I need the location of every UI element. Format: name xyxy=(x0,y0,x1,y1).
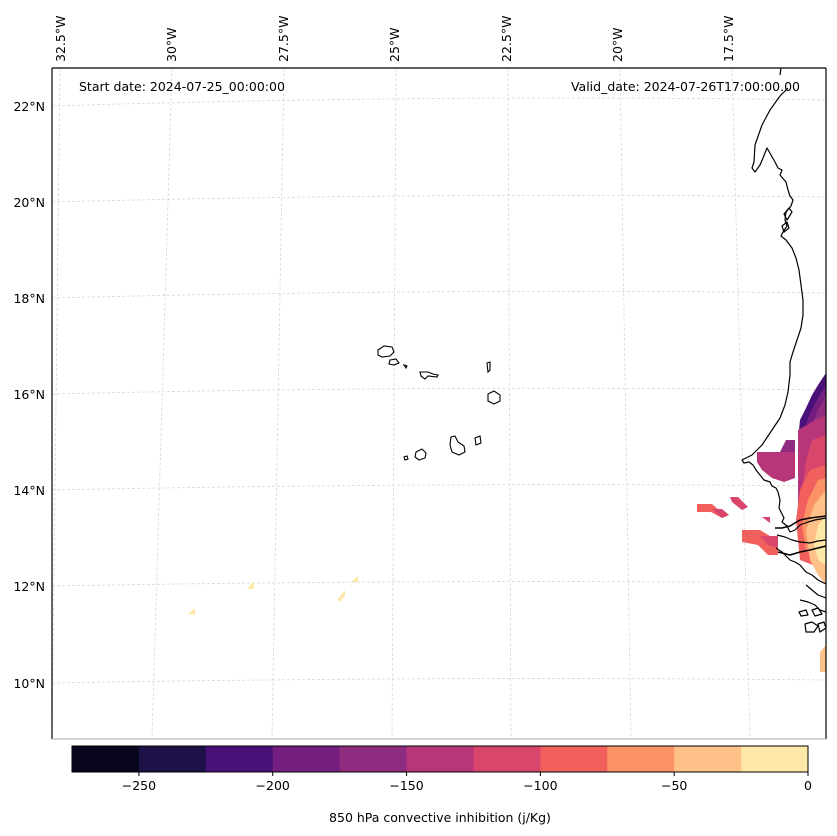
colorbar-segment xyxy=(473,746,541,772)
map-area: Start date: 2024-07-25_00:00:00 Valid_da… xyxy=(52,68,826,739)
lat-gridline xyxy=(52,678,826,684)
lon-gridline xyxy=(619,68,632,739)
colorbar: −250 −200 −150 −100 −50 0 xyxy=(71,745,812,793)
island-santo-antao xyxy=(377,345,395,358)
cin-cell xyxy=(351,576,358,582)
colorbar-frame xyxy=(71,745,809,773)
colorbar-tick-label: −250 xyxy=(122,778,156,793)
colorbar-segment xyxy=(674,746,742,772)
casamance-border xyxy=(777,545,826,556)
colorbar-segment xyxy=(741,746,809,772)
lon-tick-label: 17.5°W xyxy=(721,16,736,62)
lat-tick-labels: 22°N 20°N 18°N 16°N 14°N 12°N 10°N xyxy=(13,99,45,691)
lat-tick-label: 22°N xyxy=(13,99,45,114)
colorbar-tick-label: 0 xyxy=(804,778,812,793)
island-sao-vicente xyxy=(388,358,400,366)
start-date-label: Start date: 2024-07-25_00:00:00 xyxy=(79,79,285,94)
coastlines xyxy=(741,68,826,633)
bijagos-islands xyxy=(798,607,826,633)
cin-region-senegal xyxy=(814,515,826,565)
lon-gridline xyxy=(507,68,512,739)
lat-tick-label: 20°N xyxy=(13,195,45,210)
cin-region-offshore xyxy=(730,497,748,510)
cin-region-offshore xyxy=(712,509,729,518)
cape-verde-islands xyxy=(377,345,501,461)
colorbar-tick-label: −100 xyxy=(523,778,557,793)
cin-region-offshore xyxy=(762,517,770,523)
lon-tick-label: 25°W xyxy=(387,27,402,62)
colorbar-segment xyxy=(339,746,408,772)
colorbar-tick-label: −50 xyxy=(661,778,687,793)
lon-tick-label: 22.5°W xyxy=(499,16,514,62)
colorbar-segment xyxy=(406,746,474,772)
cin-region-bissau xyxy=(820,645,826,672)
valid-date-label: Valid_date: 2024-07-26T17:00:00.00 xyxy=(571,79,800,94)
gridlines xyxy=(52,68,826,739)
lat-tick-label: 16°N xyxy=(13,387,45,402)
island-maio xyxy=(474,435,482,446)
island-sao-nicolau xyxy=(419,371,439,380)
colorbar-segment xyxy=(272,746,341,772)
lat-gridline xyxy=(52,387,826,395)
lat-tick-label: 18°N xyxy=(13,291,45,306)
lon-tick-label: 20°W xyxy=(610,27,625,62)
lat-gridline xyxy=(52,290,826,299)
island-boa-vista xyxy=(487,390,501,405)
lat-gridline xyxy=(52,484,826,491)
lon-gridline xyxy=(52,68,61,739)
cin-region-capvert xyxy=(757,452,795,482)
mauritania-islets xyxy=(781,207,793,233)
lat-gridline xyxy=(52,581,826,587)
lat-gridline xyxy=(52,194,826,203)
cin-cell xyxy=(188,608,195,615)
island-santa-luzia xyxy=(402,363,408,370)
colorbar-segment xyxy=(138,746,207,772)
african-coastline xyxy=(741,68,826,533)
colorbar-segment xyxy=(72,746,140,772)
lon-gridline xyxy=(271,68,285,739)
lon-tick-label: 30°W xyxy=(164,27,179,62)
cin-cell xyxy=(247,581,254,589)
lon-tick-labels: 32.5°W 30°W 27.5°W 25°W 22.5°W 20°W 17.5… xyxy=(53,16,736,62)
lat-tick-label: 10°N xyxy=(13,676,45,691)
colorbar-segment xyxy=(607,746,675,772)
lat-tick-label: 14°N xyxy=(13,483,45,498)
island-fogo xyxy=(414,448,427,461)
lon-gridline xyxy=(151,68,173,739)
island-santiago xyxy=(449,435,466,456)
island-brava xyxy=(403,455,409,461)
cin-region-offshore xyxy=(760,536,778,548)
colorbar-segment xyxy=(540,746,608,772)
lon-tick-label: 32.5°W xyxy=(53,16,68,62)
lat-tick-label: 12°N xyxy=(13,579,45,594)
cin-region-capvert xyxy=(780,440,795,452)
lon-gridline xyxy=(391,68,397,739)
lon-tick-label: 27.5°W xyxy=(276,16,291,62)
senegal-gambia-border xyxy=(775,515,826,529)
colorbar-label: 850 hPa convective inhibition (j/Kg) xyxy=(329,810,551,825)
bissau-coast xyxy=(799,584,826,613)
lon-gridline xyxy=(731,68,751,739)
colorbar-tick-label: −200 xyxy=(256,778,290,793)
colorbar-segment xyxy=(205,746,274,772)
lat-gridline xyxy=(52,97,826,107)
cin-cell xyxy=(337,590,345,602)
colorbar-tick-label: −150 xyxy=(389,778,423,793)
island-sal xyxy=(486,361,491,374)
